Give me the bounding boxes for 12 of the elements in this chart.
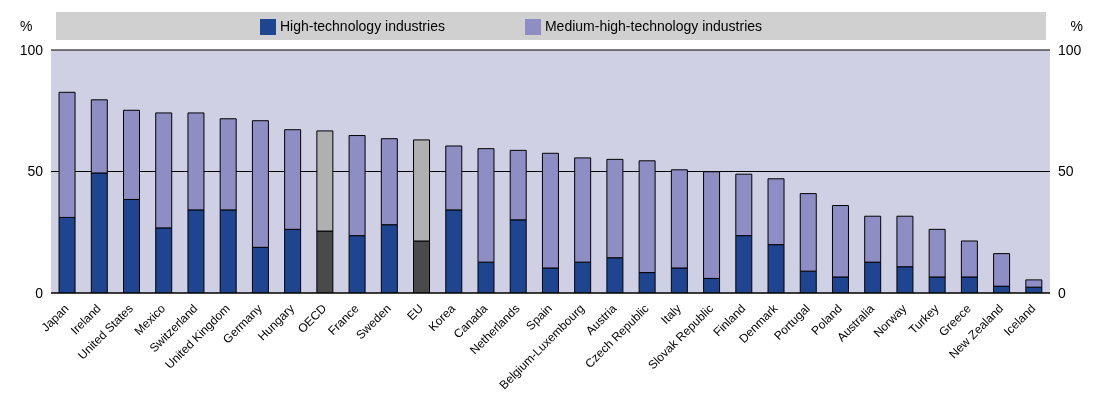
x-tick-label: EU [404, 301, 426, 324]
y2-tick-label: 100 [1058, 41, 1082, 58]
y2-axis-title: % [1070, 18, 1083, 34]
y-tick-label: 0 [35, 284, 44, 301]
y-tick-label: 100 [19, 41, 44, 58]
y2-tick-label: 50 [1058, 163, 1074, 180]
legend-label: Medium-high-technology industries [544, 18, 763, 34]
y-axis-title: % [20, 18, 33, 34]
bar [1025, 279, 1043, 288]
y2-tick-label: 0 [1058, 284, 1066, 301]
y-tick-label: 50 [27, 163, 44, 180]
legend-label: High-technology industries [279, 18, 445, 34]
